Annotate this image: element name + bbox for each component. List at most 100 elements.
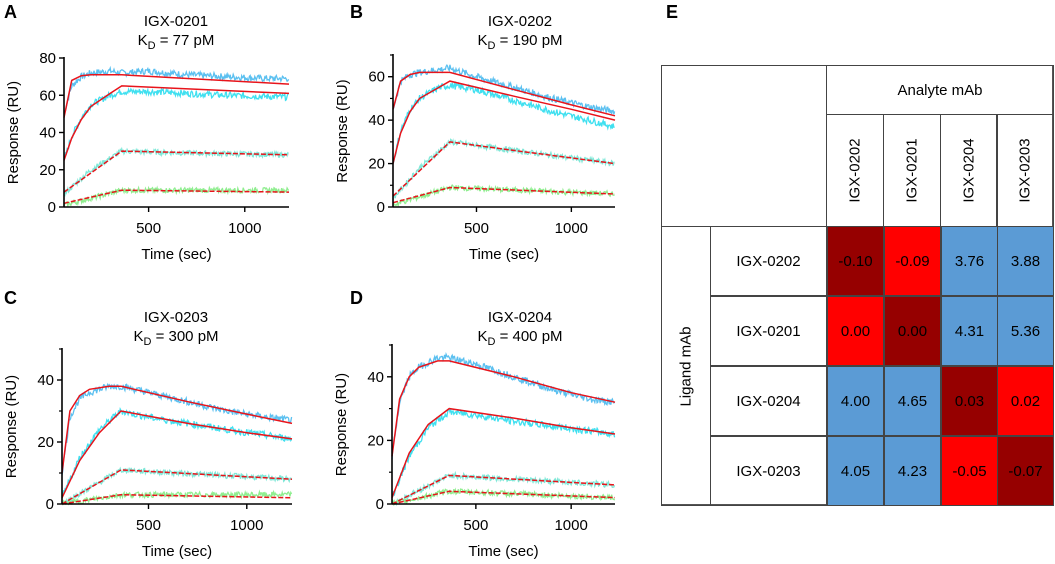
table-cell-text: 4.65	[897, 392, 928, 410]
chart-title: IGX-0204	[488, 309, 552, 326]
chart-panel-1: IGX-0201 KD = 77 pM 0 20 40 60 80 500 1000 Time (…	[5, 13, 290, 263]
x-axis-label: Time (sec)	[142, 543, 212, 560]
kd-symbol: K	[477, 328, 487, 345]
y-tick-label: 40	[39, 125, 56, 142]
fit-curve-4	[63, 189, 290, 205]
kd-value: = 300 pM	[151, 328, 218, 345]
y-tick-label: 20	[368, 156, 385, 173]
kd-value: = 77 pM	[156, 32, 215, 49]
observed-series-1	[391, 352, 615, 460]
table-cell-text: 0.00	[840, 322, 871, 340]
kd-subscript: D	[148, 40, 156, 52]
observed-series-1	[61, 382, 293, 476]
fit-curve-4	[391, 490, 616, 505]
x-tick-label: 500	[464, 220, 489, 237]
table-cell: 0.03	[941, 366, 998, 436]
y-tick-label: 80	[39, 50, 56, 67]
kd-label: KD = 400 pM	[477, 328, 562, 348]
column-header-text: IGX-0203	[1016, 138, 1034, 203]
table-cell: 0.02	[997, 366, 1054, 436]
table-cell-text: -0.07	[1008, 462, 1043, 480]
table-cell-text: 4.23	[897, 462, 928, 480]
table-cell: 0.00	[884, 296, 941, 366]
chart-title: IGX-0202	[488, 13, 552, 30]
y-tick-label: 60	[368, 69, 385, 86]
observed-series-3	[392, 138, 615, 201]
fit-curve-2	[391, 407, 616, 498]
competition-table: Analyte mAb IGX-0202 IGX-0201 IGX-0204 IGX-0…	[661, 65, 1054, 506]
x-tick-label: 1000	[555, 220, 588, 237]
observed-series-4	[391, 487, 616, 507]
table-cell: 5.36	[997, 296, 1054, 366]
observed-series-1	[63, 65, 290, 115]
y-tick-label: 20	[37, 434, 54, 451]
table-cell-text: 0.02	[1010, 392, 1041, 410]
panel-letter-a: A	[4, 2, 17, 22]
panel-letter-c: C	[4, 288, 17, 308]
chart-title: IGX-0201	[144, 13, 208, 30]
observed-series-4	[61, 489, 293, 506]
x-tick-label: 1000	[230, 517, 263, 534]
x-tick-label: 1000	[228, 220, 261, 237]
kd-symbol: K	[477, 32, 487, 49]
kd-label: KD = 300 pM	[133, 328, 218, 348]
table-cell: 4.00	[827, 366, 884, 436]
y-axis-label: Response (RU)	[334, 79, 351, 182]
y-tick-label: 20	[367, 432, 384, 449]
observed-series-2	[63, 87, 289, 159]
chart-title: IGX-0203	[144, 309, 208, 326]
observed-series-4	[63, 185, 290, 207]
kd-symbol: K	[133, 328, 143, 345]
column-header: IGX-0203	[996, 114, 1054, 227]
x-axis-label: Time (sec)	[141, 246, 211, 263]
x-axis-label: Time (sec)	[469, 246, 539, 263]
column-header-text: IGX-0201	[903, 138, 921, 203]
column-header: IGX-0202	[826, 114, 884, 227]
kd-label: KD = 77 pM	[138, 32, 215, 52]
fit-curve-1	[63, 74, 290, 118]
table-corner	[661, 65, 827, 227]
table-cell: 4.23	[884, 436, 941, 506]
kd-value: = 400 pM	[495, 328, 562, 345]
table-cell: 4.65	[884, 366, 941, 436]
row-header-text: IGX-0204	[736, 392, 801, 410]
kd-subscript: D	[487, 336, 495, 348]
column-header: IGX-0201	[883, 114, 941, 227]
kd-subscript: D	[143, 336, 151, 348]
table-cell-text: -0.05	[952, 462, 987, 480]
y-tick-label: 40	[368, 112, 385, 129]
column-header-text: IGX-0202	[846, 138, 864, 203]
x-axis-label: Time (sec)	[468, 543, 538, 560]
fit-curve-2	[61, 410, 293, 499]
fit-curve-3	[391, 474, 616, 505]
fit-curve-4	[61, 493, 293, 505]
table-cell: -0.09	[884, 226, 941, 296]
row-header: IGX-0201	[710, 296, 827, 366]
y-tick-label: 40	[37, 372, 54, 389]
row-header-text: IGX-0201	[736, 322, 801, 340]
table-cell-text: -0.10	[838, 252, 873, 270]
y-tick-label: 40	[367, 369, 384, 386]
row-header-text: IGX-0203	[736, 462, 801, 480]
y-tick-label: 0	[48, 199, 56, 216]
y-tick-label: 60	[39, 87, 56, 104]
y-tick-label: 0	[377, 199, 385, 216]
table-cell: 0.00	[827, 296, 884, 366]
table-cell: -0.10	[827, 226, 884, 296]
x-tick-label: 500	[136, 517, 161, 534]
fit-curve-3	[61, 469, 293, 505]
table-cell: -0.07	[997, 436, 1054, 506]
fit-curve-3	[392, 141, 616, 197]
y-axis-label: Response (RU)	[3, 375, 20, 478]
observed-series-4	[392, 184, 615, 208]
kd-subscript: D	[487, 40, 495, 52]
table-cell-text: 3.88	[1010, 252, 1041, 270]
row-header-text: IGX-0202	[736, 252, 801, 270]
column-group-header-text: Analyte mAb	[897, 81, 983, 99]
observed-series-2	[391, 408, 616, 498]
column-header-text: IGX-0204	[960, 138, 978, 203]
